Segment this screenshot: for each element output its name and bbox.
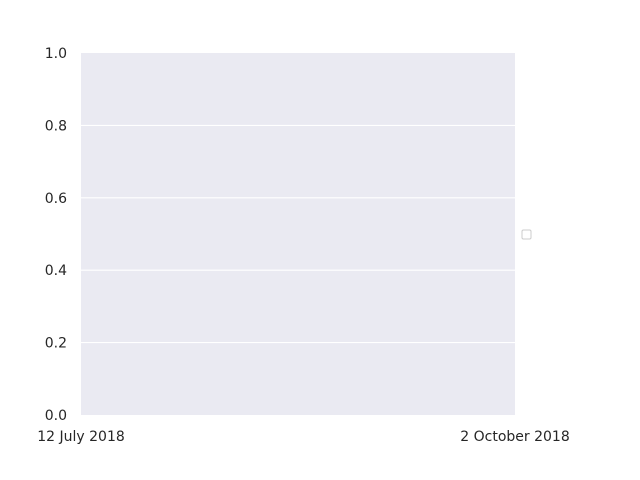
y-tick-label: 0.6 [45, 191, 67, 207]
y-tick-label: 0.8 [45, 118, 67, 134]
y-tick-label: 0.4 [45, 263, 67, 279]
y-tick-label: 0.0 [45, 408, 67, 424]
x-tick-label: 12 July 2018 [37, 429, 125, 445]
plot-area [81, 53, 515, 415]
x-tick-labels: 12 July 2018 2 October 2018 [37, 429, 570, 445]
legend-box [521, 229, 532, 240]
y-tick-label: 0.2 [45, 336, 67, 352]
y-tick-labels: 0.0 0.2 0.4 0.6 0.8 1.0 [45, 46, 67, 424]
x-tick-label: 2 October 2018 [460, 429, 569, 445]
y-tick-label: 1.0 [45, 46, 67, 62]
grid-lines [81, 124, 515, 344]
